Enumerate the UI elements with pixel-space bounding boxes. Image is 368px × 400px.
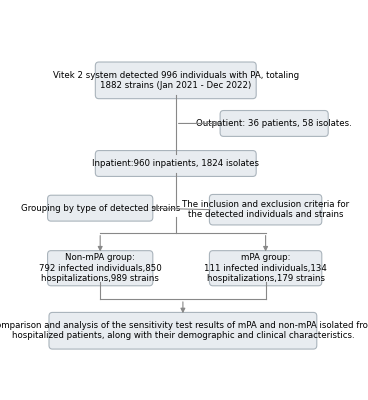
FancyBboxPatch shape: [220, 110, 328, 136]
FancyBboxPatch shape: [209, 194, 322, 225]
FancyBboxPatch shape: [209, 251, 322, 286]
Text: Outpatient: 36 patients, 58 isolates.: Outpatient: 36 patients, 58 isolates.: [196, 119, 352, 128]
Text: Non-mPA group:
792 infected individuals,850
hospitalizations,989 strains: Non-mPA group: 792 infected individuals,…: [39, 253, 162, 283]
Text: Comparison and analysis of the sensitivity test results of mPA and non-mPA isola: Comparison and analysis of the sensitivi…: [0, 321, 368, 340]
Text: mPA group:
111 infected individuals,134
hospitalizations,179 strains: mPA group: 111 infected individuals,134 …: [204, 253, 327, 283]
Text: The inclusion and exclusion criteria for
the detected individuals and strains: The inclusion and exclusion criteria for…: [182, 200, 349, 219]
FancyBboxPatch shape: [95, 62, 256, 99]
FancyBboxPatch shape: [47, 251, 153, 286]
Text: Vitek 2 system detected 996 individuals with PA, totaling
1882 strains (Jan 2021: Vitek 2 system detected 996 individuals …: [53, 71, 299, 90]
FancyBboxPatch shape: [47, 195, 153, 221]
FancyBboxPatch shape: [49, 312, 317, 349]
Text: Inpatient:960 inpatients, 1824 isolates: Inpatient:960 inpatients, 1824 isolates: [92, 159, 259, 168]
FancyBboxPatch shape: [95, 150, 256, 176]
Text: Grouping by type of detected strains: Grouping by type of detected strains: [21, 204, 180, 213]
